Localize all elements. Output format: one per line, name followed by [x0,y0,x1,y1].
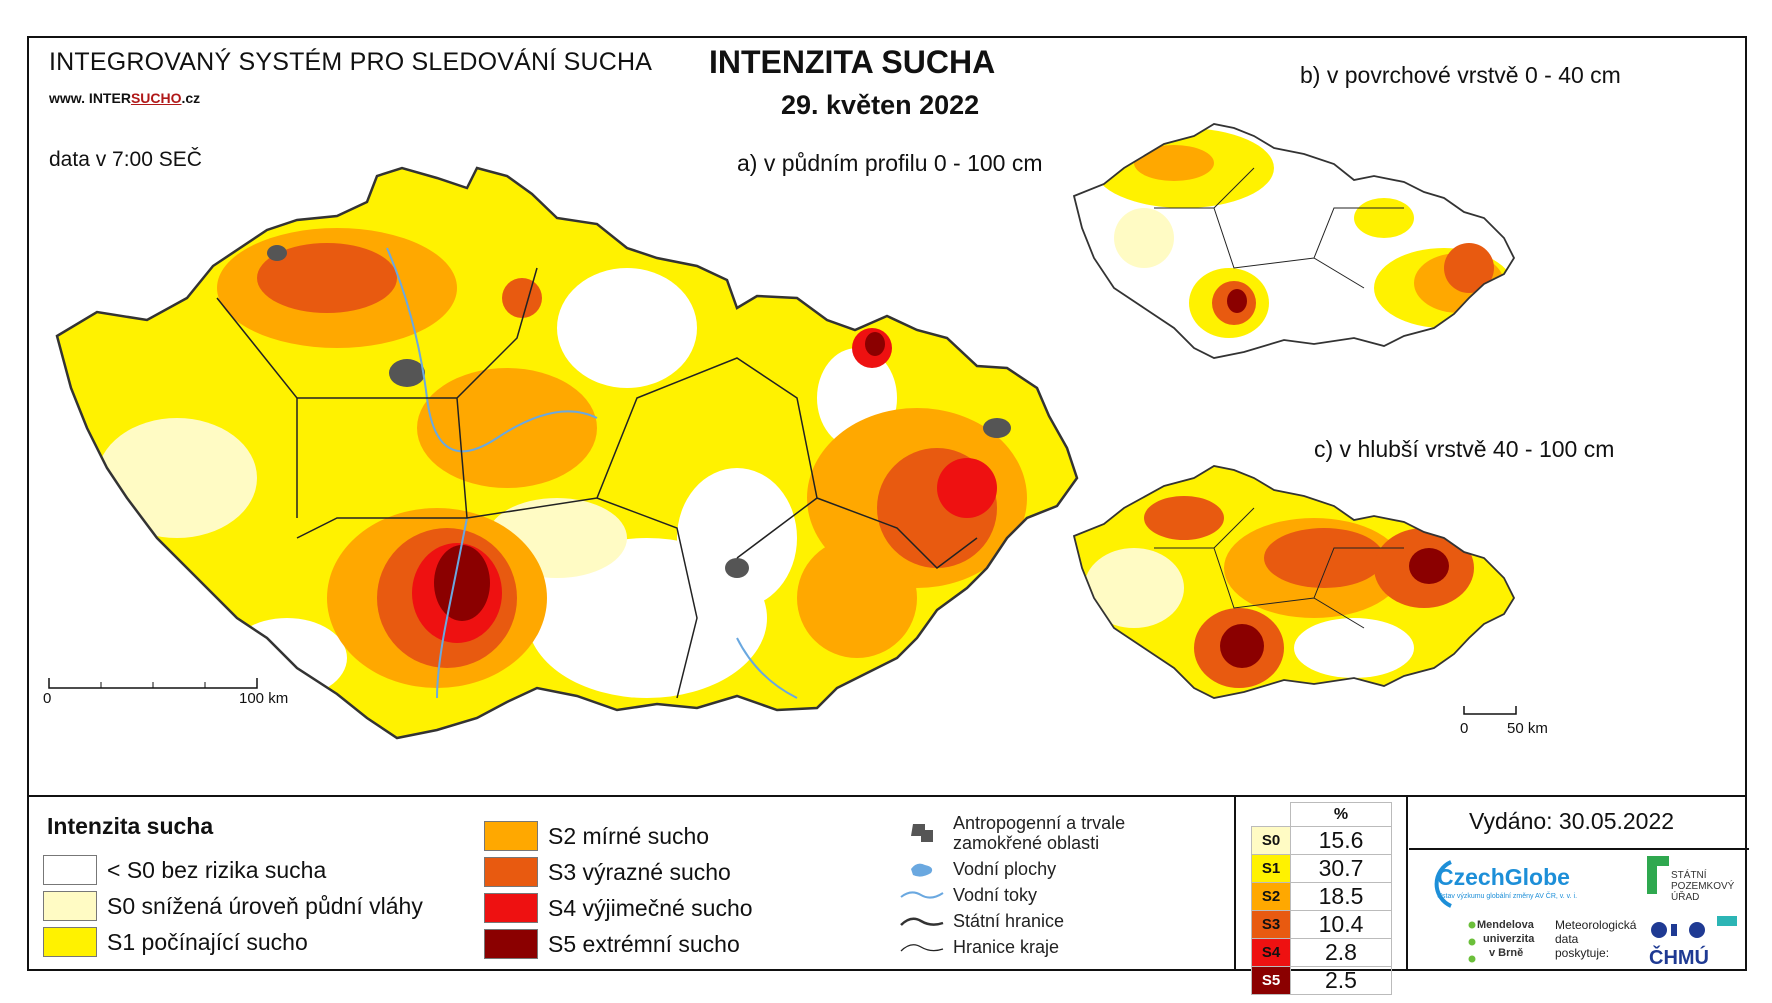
region-border-icon [900,944,944,952]
legend-item-s3: S3 výrazné sucho [484,854,753,890]
main-scale-start: 0 [43,690,52,707]
legend-item-urban: Antropogenní a trvale zamokřené oblasti [899,810,1199,856]
swatch-s2 [484,821,538,851]
system-title: INTEGROVANÝ SYSTÉM PRO SLEDOVÁNÍ SUCHA [49,48,653,76]
legend-item-s1: S1 počínající sucho [43,924,423,960]
pct-row-s1: S1 30.7 [1251,854,1392,883]
swatch-s3 [484,857,538,887]
main-map-label: a) v půdním profilu 0 - 100 cm [737,150,1043,176]
surface-map-label: b) v povrchové vrstvě 0 - 40 cm [1300,62,1621,88]
deep-drought-map [1072,465,1517,715]
pct-row-s4: S4 2.8 [1251,938,1392,967]
swatch-s0 [43,891,97,921]
legend-divider [29,795,1745,797]
swatch-no-risk [43,855,97,885]
swatch-s4 [484,893,538,923]
separator-1 [1234,797,1236,971]
river-icon [900,891,944,899]
small-scale-bar [1463,706,1517,715]
main-scale-bar [48,678,258,689]
legend-symbols: Antropogenní a trvale zamokřené oblasti … [899,810,1199,960]
legend-item-s0: S0 snížená úroveň půdní vláhy [43,888,423,924]
legend-item-water-body: Vodní plochy [899,856,1199,882]
issued-divider [1409,848,1749,850]
issued-date: Vydáno: 30.05.2022 [1469,808,1675,834]
pct-row-s3: S3 10.4 [1251,910,1392,939]
chmu-symbol-icon [1651,922,1705,938]
small-scale-end: 50 km [1507,720,1548,737]
legend-item-s5: S5 extrémní sucho [484,926,753,962]
urban-area-icon [911,824,933,842]
spu-logo: STÁTNÍ POZEMKOVÝ ÚŘAD [1647,856,1737,926]
pct-row-s0: S0 15.6 [1251,826,1392,855]
mendel-university-logo: Mendelova univerzita v Brně [1468,918,1534,963]
pct-header: % [1290,802,1392,827]
surface-drought-map [1072,123,1516,359]
percentage-table: % S0 15.6 S1 30.7 S2 18.5 S3 10.4 S4 2.8 S5 2.… [1251,802,1392,995]
legend-col-1: < S0 bez rizika sucha S0 snížená úroveň … [43,852,423,960]
legend-item-state-border: Státní hranice [899,908,1199,934]
separator-2 [1406,797,1408,971]
website-url[interactable]: www. INTERSUCHO.cz [49,90,201,106]
water-body-icon [911,863,933,877]
state-border [55,166,1079,740]
main-drought-map [48,166,1079,740]
deep-map-label: c) v hlubší vrstvě 40 - 100 cm [1314,436,1615,462]
meteo-data-credit: Meteorologická data poskytuje: [1555,918,1637,960]
pct-row-s5: S5 2.5 [1251,966,1392,995]
map-date: 29. květen 2022 [781,90,980,120]
data-time: data v 7:00 SEČ [49,148,202,171]
legend-item-river: Vodní toky [899,882,1199,908]
legend-title: Intenzita sucha [47,813,214,839]
czechglobe-logo: CzechGlobe Ústav výzkumu globální změny … [1434,860,1577,908]
legend-col-2: S2 mírné sucho S3 výrazné sucho S4 výjim… [484,818,753,962]
map-title: INTENZITA SUCHA [709,44,996,80]
main-scale-end: 100 km [239,690,289,707]
state-border-icon [900,917,944,926]
map-frame: INTEGROVANÝ SYSTÉM PRO SLEDOVÁNÍ SUCHA w… [27,36,1749,995]
legend-item-no-risk: < S0 bez rizika sucha [43,852,423,888]
legend-item-s4: S4 výjimečné sucho [484,890,753,926]
pct-row-s2: S2 18.5 [1251,882,1392,911]
small-scale-start: 0 [1460,720,1469,737]
swatch-s5 [484,929,538,959]
legend-item-region-border: Hranice kraje [899,934,1199,960]
chmu-logo: ČHMÚ [1649,920,1719,970]
swatch-s1 [43,927,97,957]
legend-item-s2: S2 mírné sucho [484,818,753,854]
